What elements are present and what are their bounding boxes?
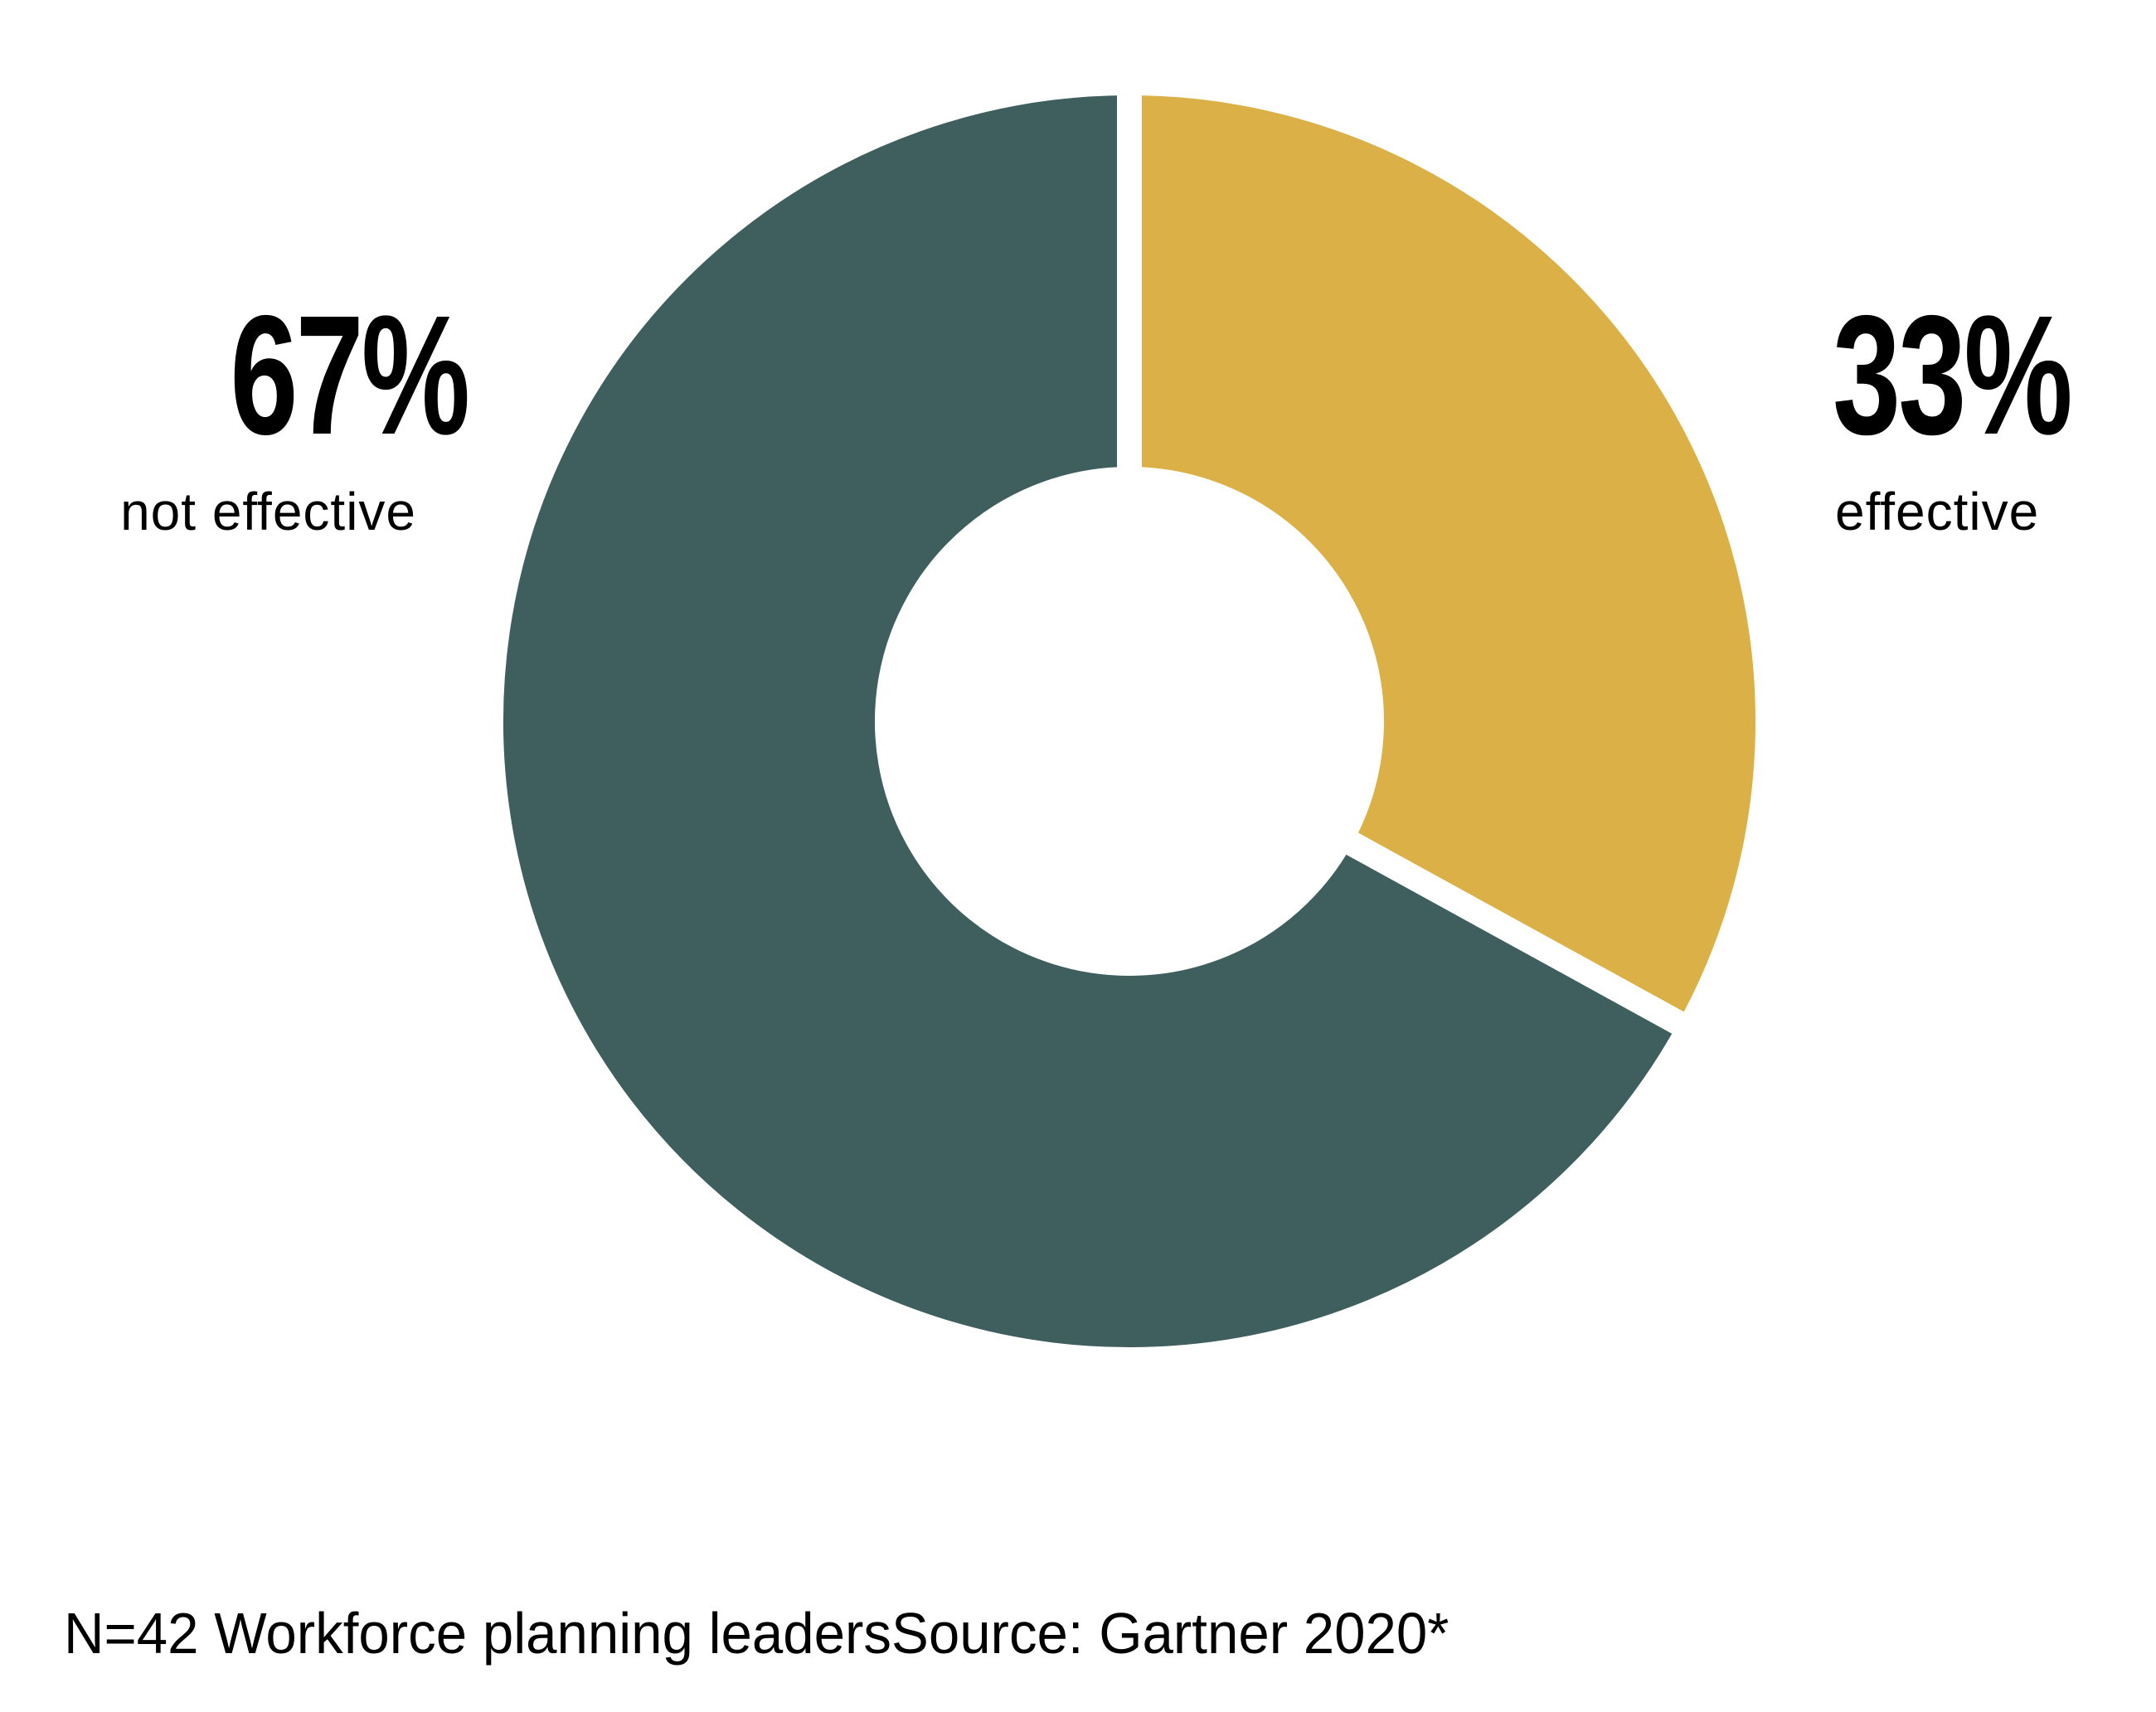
not-effective-category-label: not effective — [120, 482, 416, 541]
not-effective-percent-label: 67% — [230, 280, 470, 470]
effective-category-label: effective — [1835, 482, 2040, 541]
donut-slice-not-effective — [478, 70, 1707, 1372]
donut-slice-effective — [1117, 70, 1781, 1046]
effective-percent-label: 33% — [1833, 280, 2073, 470]
footnote: N=42 Workforce planning leadersSource: G… — [64, 1601, 1449, 1666]
